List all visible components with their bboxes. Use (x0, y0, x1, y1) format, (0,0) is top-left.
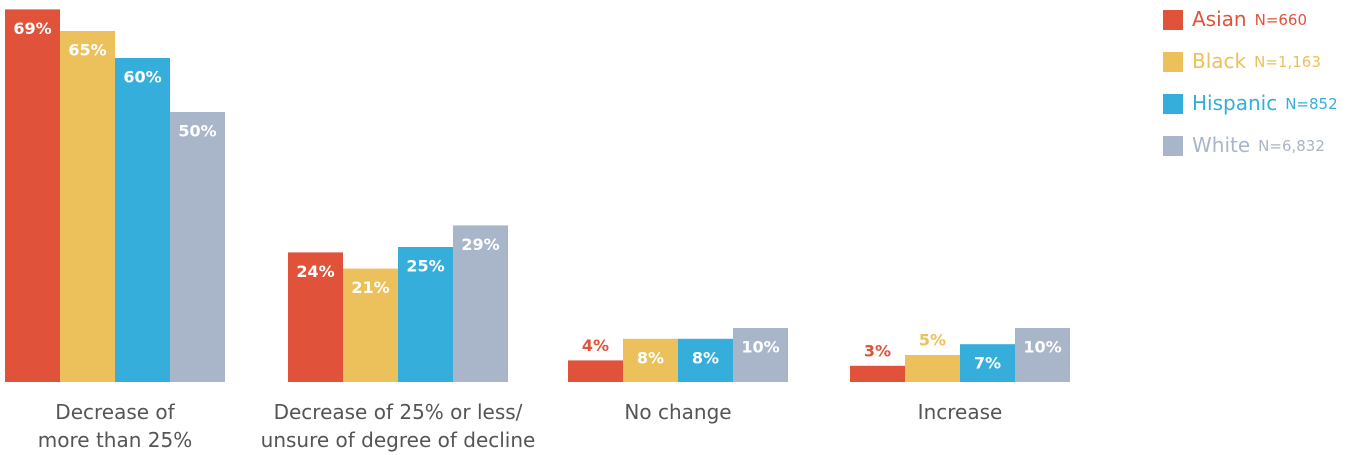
data-label: 24% (296, 262, 334, 281)
bar (453, 225, 508, 382)
data-label: 65% (68, 41, 106, 60)
x-tick-label: Increase (917, 400, 1003, 424)
data-label: 25% (406, 257, 444, 276)
data-label: 69% (13, 19, 51, 38)
legend-name: Black (1192, 49, 1247, 73)
data-label: 8% (637, 348, 664, 367)
bar (850, 365, 905, 382)
legend-name: White (1192, 133, 1250, 157)
bar (733, 328, 788, 382)
legend-label: Asian N=660 (1192, 7, 1307, 31)
bar (398, 247, 453, 382)
bar (288, 252, 343, 382)
legend-swatch (1163, 94, 1183, 114)
bar (60, 31, 115, 382)
bar (1015, 328, 1070, 382)
data-label: 7% (974, 354, 1001, 373)
data-label: 10% (1023, 338, 1061, 357)
data-label: 4% (582, 336, 609, 355)
legend-n: N=660 (1255, 11, 1307, 29)
data-label: 5% (919, 331, 946, 350)
data-label: 21% (351, 278, 389, 297)
legend-label: White N=6,832 (1192, 133, 1325, 157)
bar (678, 338, 733, 382)
x-tick-label: Decrease of 25% or less/ unsure of degre… (260, 400, 536, 452)
bar (960, 344, 1015, 382)
data-label: 60% (123, 68, 161, 87)
x-tick-label: No change (624, 400, 732, 424)
legend-swatch (1163, 136, 1183, 156)
bar (170, 112, 225, 382)
legend-name: Hispanic (1192, 91, 1277, 115)
data-label: 3% (864, 341, 891, 360)
data-label: 50% (178, 122, 216, 141)
legend-n: N=6,832 (1258, 137, 1325, 155)
legend-swatch (1163, 10, 1183, 30)
legend-name: Asian (1192, 7, 1247, 31)
legend-n: N=1,163 (1254, 53, 1321, 71)
legend-n: N=852 (1285, 95, 1337, 113)
legend-label: Hispanic N=852 (1192, 91, 1338, 115)
legend-label: Black N=1,163 (1192, 49, 1321, 73)
bar (568, 360, 623, 382)
bar (905, 355, 960, 382)
bar (5, 9, 60, 383)
x-tick-label: Decrease of more than 25% (37, 400, 193, 452)
bar (115, 58, 170, 382)
data-label: 29% (461, 235, 499, 254)
bar (623, 338, 678, 382)
data-label: 8% (692, 348, 719, 367)
data-label: 10% (741, 338, 779, 357)
legend-swatch (1163, 52, 1183, 72)
bar (343, 268, 398, 382)
